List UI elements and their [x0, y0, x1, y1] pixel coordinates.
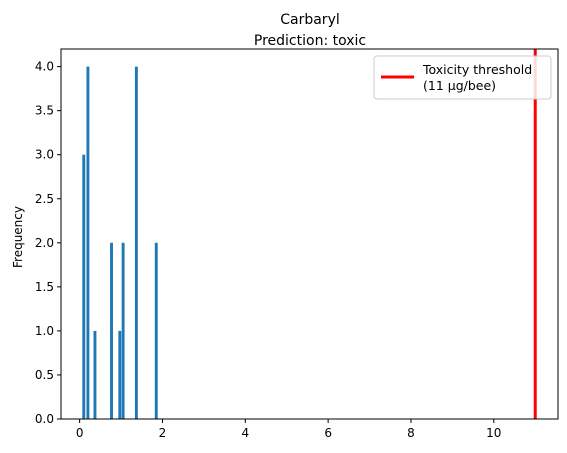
- histogram-bar-6: [134, 66, 138, 419]
- histogram-bar-5: [121, 242, 125, 419]
- histogram-bar-3: [110, 242, 113, 419]
- histogram-bar-4: [118, 330, 122, 419]
- x-tick-label: 6: [324, 426, 332, 440]
- ticks-layer: 0 2 4 6 8 10 0.0 0.5 1.0 1.5 2.0 2.5 3.0 3.5 4.0: [35, 60, 502, 440]
- y-tick-label: 3.0: [35, 148, 54, 162]
- y-tick-label: 2.0: [35, 236, 54, 250]
- plot-frame: [60, 48, 559, 420]
- y-tick-label: 3.5: [35, 104, 54, 118]
- y-tick-label: 1.0: [35, 324, 54, 338]
- x-tick-label: 8: [407, 426, 415, 440]
- y-axis-label: Frequency: [11, 206, 25, 268]
- histogram-bar-1: [86, 66, 90, 419]
- y-tick-label: 0.0: [35, 412, 54, 426]
- legend: Toxicity threshold (11 µg/bee): [373, 55, 552, 100]
- y-tick-label: 0.5: [35, 368, 54, 382]
- bars-layer: [82, 66, 158, 419]
- x-tick-label: 0: [76, 426, 84, 440]
- histogram-bar-7: [154, 242, 158, 419]
- histogram-bar-2: [93, 330, 97, 419]
- x-tick-label: 4: [241, 426, 249, 440]
- y-tick-label: 2.5: [35, 192, 54, 206]
- legend-box: [373, 55, 552, 100]
- chart-title: Carbaryl: [280, 12, 340, 28]
- y-tick-label: 1.5: [35, 280, 54, 294]
- chart-subtitle: Prediction: toxic: [254, 33, 366, 49]
- x-tick-label: 10: [486, 426, 501, 440]
- legend-label-line1: Toxicity threshold: [422, 62, 532, 77]
- legend-label-line2: (11 µg/bee): [423, 78, 496, 93]
- y-tick-label: 4.0: [35, 60, 54, 74]
- histogram-bar-0: [82, 154, 86, 419]
- x-tick-label: 2: [159, 426, 167, 440]
